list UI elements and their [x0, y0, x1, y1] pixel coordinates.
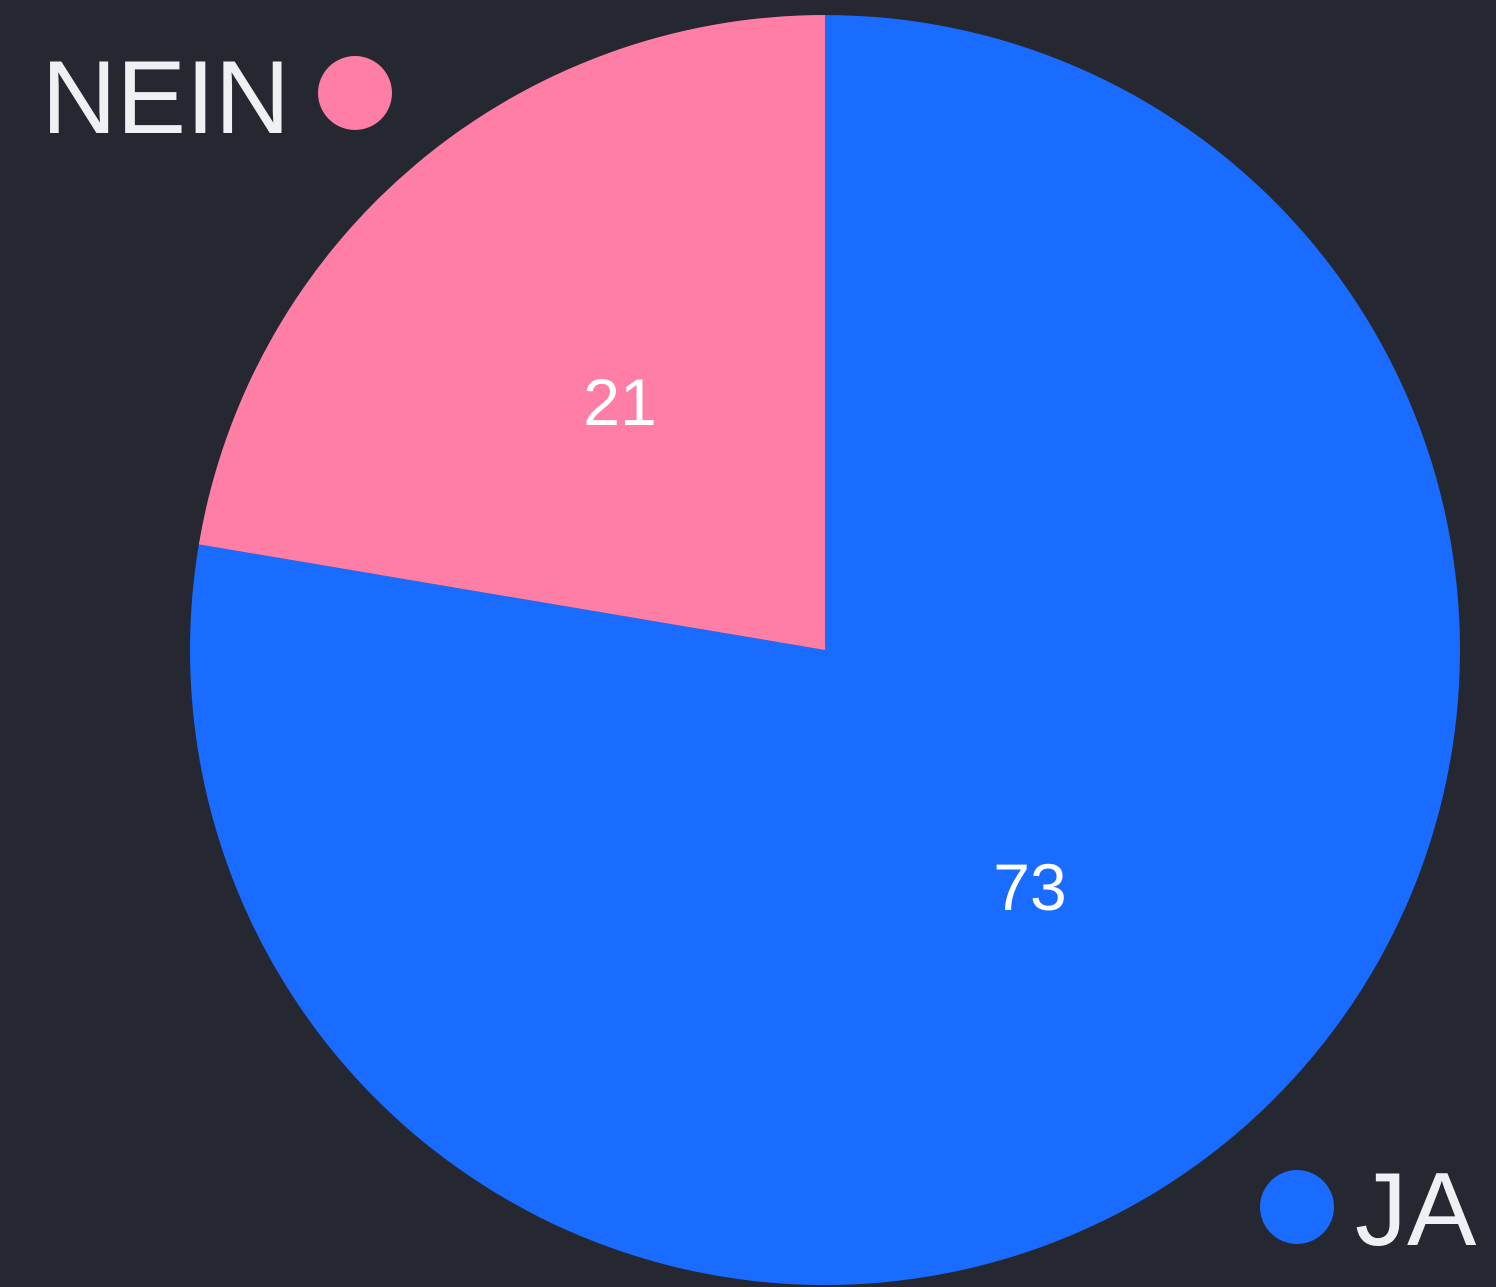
- legend-label: JA: [1355, 1152, 1477, 1268]
- legend-label: NEIN: [42, 40, 290, 156]
- pie-slice: [189, 15, 1460, 1286]
- legend-marker: [318, 56, 392, 130]
- data-label: 73: [993, 850, 1066, 924]
- data-label: 21: [583, 365, 656, 439]
- legend-marker: [1260, 1170, 1334, 1244]
- pie-slice: [198, 15, 825, 650]
